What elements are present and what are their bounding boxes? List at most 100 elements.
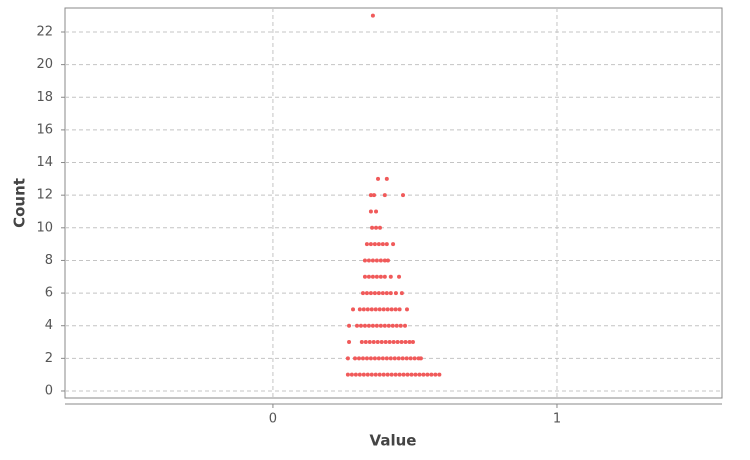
point — [403, 323, 408, 328]
point — [413, 372, 418, 377]
point — [384, 291, 389, 296]
point — [409, 372, 414, 377]
point — [395, 340, 400, 345]
point — [372, 242, 377, 247]
point — [391, 340, 396, 345]
point — [375, 340, 380, 345]
y-tick-label: 6 — [45, 286, 53, 301]
point — [378, 323, 383, 328]
point — [355, 323, 359, 328]
point — [374, 274, 379, 279]
point — [368, 291, 373, 296]
y-tick-label: 14 — [36, 155, 53, 170]
y-tick-label: 20 — [36, 57, 53, 72]
y-tick-label: 16 — [36, 122, 53, 137]
point — [397, 274, 402, 279]
plot-frame — [64, 7, 723, 399]
point — [370, 13, 375, 18]
point — [378, 225, 383, 230]
point — [361, 307, 366, 312]
point — [357, 372, 362, 377]
point — [401, 372, 406, 377]
point — [372, 356, 377, 361]
point — [378, 274, 383, 279]
point — [379, 340, 384, 345]
point — [382, 274, 387, 279]
point — [356, 356, 361, 361]
point — [394, 323, 399, 328]
point — [360, 356, 365, 361]
point — [384, 176, 389, 181]
point — [372, 291, 377, 296]
point — [400, 356, 405, 361]
point — [387, 340, 392, 345]
y-tick-label: 2 — [45, 351, 53, 366]
point — [412, 356, 417, 361]
point — [377, 307, 382, 312]
point — [361, 372, 366, 377]
point — [407, 340, 412, 345]
point — [384, 356, 389, 361]
point — [367, 340, 372, 345]
point — [345, 372, 350, 377]
x-axis-title: Value — [370, 432, 417, 450]
point — [398, 323, 403, 328]
point — [397, 372, 402, 377]
point — [403, 340, 408, 345]
point — [373, 307, 378, 312]
point — [429, 372, 434, 377]
point — [359, 340, 364, 345]
point — [380, 291, 385, 296]
point — [357, 307, 362, 312]
point — [366, 258, 371, 263]
point — [380, 356, 385, 361]
point — [404, 356, 409, 361]
point — [396, 356, 401, 361]
point — [417, 372, 422, 377]
point — [392, 356, 397, 361]
point — [385, 258, 390, 263]
point — [347, 340, 352, 345]
point — [408, 356, 413, 361]
point — [405, 372, 410, 377]
point — [364, 242, 369, 247]
point — [386, 323, 391, 328]
point — [421, 372, 426, 377]
point — [366, 274, 371, 279]
point — [372, 193, 377, 198]
point — [374, 209, 379, 214]
point — [383, 340, 388, 345]
point — [393, 307, 398, 312]
point — [389, 307, 394, 312]
point — [377, 372, 382, 377]
point — [345, 356, 350, 361]
point — [374, 323, 379, 328]
point — [381, 372, 386, 377]
point — [370, 225, 375, 230]
point — [404, 307, 409, 312]
point — [368, 209, 373, 214]
point — [351, 307, 356, 312]
point — [360, 291, 365, 296]
point — [391, 242, 396, 247]
point — [374, 258, 379, 263]
point — [362, 323, 367, 328]
point — [397, 307, 402, 312]
point — [353, 356, 358, 361]
point — [393, 372, 398, 377]
x-tick-label: 0 — [269, 412, 277, 427]
x-tick-label: 1 — [553, 412, 561, 427]
point — [376, 291, 381, 296]
point — [376, 242, 381, 247]
point — [368, 193, 373, 198]
point — [385, 307, 390, 312]
point — [390, 323, 395, 328]
point — [410, 340, 415, 345]
point — [363, 340, 368, 345]
point — [381, 307, 386, 312]
point — [399, 340, 404, 345]
point — [349, 372, 354, 377]
y-tick-label: 4 — [45, 318, 53, 333]
